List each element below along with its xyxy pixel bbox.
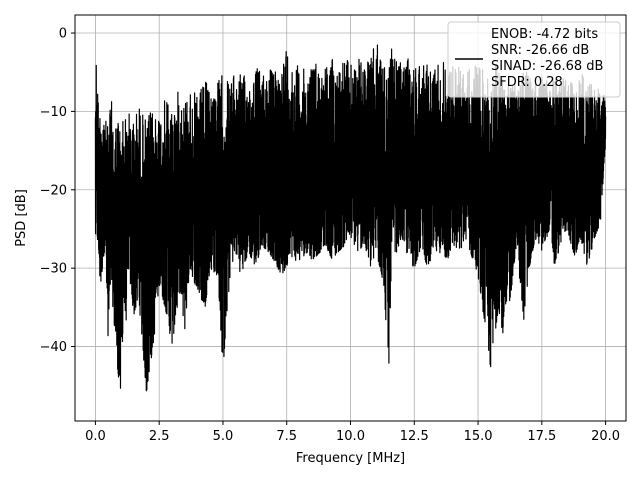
legend-entry-sinad: SINAD: -26.68 dB: [491, 59, 603, 74]
x-tick-label: 2.5: [149, 429, 170, 444]
y-tick-label: −30: [40, 262, 67, 277]
legend-entry-enob: ENOB: -4.72 bits: [491, 27, 598, 42]
x-tick-label: 17.5: [527, 429, 556, 444]
legend-box: [447, 21, 621, 98]
x-tick-label: 10.0: [336, 429, 365, 444]
y-tick-label: −10: [40, 105, 67, 120]
x-tick-label: 5.0: [213, 429, 234, 444]
x-tick-label: 7.5: [276, 429, 297, 444]
series-layer: [94, 44, 607, 392]
x-tick-label: 12.5: [400, 429, 429, 444]
x-tick-label: 0.0: [85, 429, 106, 444]
y-tick-label: −40: [40, 340, 67, 355]
psd-series-line: [94, 44, 607, 392]
legend: ENOB: -4.72 bits SNR: -26.66 dB SINAD: -…: [447, 21, 621, 98]
legend-entry-snr: SNR: -26.66 dB: [491, 43, 589, 58]
y-tick-label: 0: [59, 27, 67, 42]
x-axis-label: Frequency [MHz]: [296, 451, 405, 466]
y-tick-label: −20: [40, 183, 67, 198]
x-tick-label: 20.0: [591, 429, 620, 444]
tick-layer: 0.0 2.5 5.0 7.5 10.0 12.5 15.0 17.5 20.0 0 −10 −20 −…: [40, 27, 621, 444]
y-axis-label: PSD [dB]: [14, 189, 29, 247]
x-tick-label: 15.0: [464, 429, 493, 444]
legend-entry-sfdr: SFDR: 0.28: [491, 75, 563, 90]
